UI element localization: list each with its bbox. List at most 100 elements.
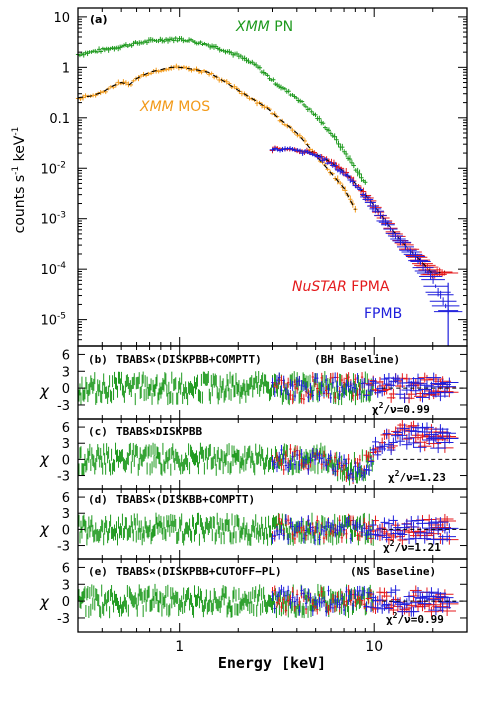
y-tick-label: 1 xyxy=(62,61,70,76)
residuals-fpmb-d xyxy=(271,514,459,546)
legend-fpma-rest: FPMA xyxy=(347,279,390,295)
resid-y-tick-label: 6 xyxy=(62,561,70,576)
series-pn xyxy=(75,36,368,185)
panel-c-labels: (c) TBABS×DISKPBB χ2/ν=1.23 χ xyxy=(39,425,446,484)
legend-pn-rest: PN xyxy=(270,19,293,35)
y-tick-exp: -2 xyxy=(57,160,66,170)
panel-c-stat-prefix: χ xyxy=(388,471,395,484)
y-tick-base: 10 xyxy=(40,263,57,278)
panel-e-stat-prefix: χ xyxy=(386,613,393,626)
panel-c-model: TBABS×DISKPBB xyxy=(116,425,202,438)
legend-fpma: NuSTAR FPMA xyxy=(292,279,390,295)
panel-e: 6 3 0 -3 xyxy=(57,561,467,627)
resid-y-tick-label: 6 xyxy=(62,491,70,506)
x-axis-label: Energy [keV] xyxy=(218,654,326,672)
panel-d-labels: (d) TBABS×(DISKBB+COMPTT) χ2/ν=1.21 χ xyxy=(39,493,441,554)
panel-d-tag: (d) xyxy=(88,493,108,506)
resid-y-tick-label: 6 xyxy=(62,421,70,436)
x-tick-label: 1 xyxy=(175,639,184,655)
panel-b-stat-prefix: χ xyxy=(372,403,379,416)
panel-b-stat-suffix: /ν=0.99 xyxy=(383,403,429,416)
panel-b: 6 3 0 -3 xyxy=(57,348,467,414)
panel-e-tag: (e) xyxy=(88,565,108,578)
y-tick-label: 10-4 xyxy=(40,261,66,278)
panel-d-stat-sup: 2 xyxy=(390,539,395,548)
y-tick-base: 10 xyxy=(40,162,57,177)
series-mos xyxy=(75,63,358,213)
model-line-mos xyxy=(77,66,356,211)
panel-e-stat: χ2/ν=0.99 xyxy=(386,611,444,626)
panel-c-ylabel: χ xyxy=(39,450,50,468)
panel-e-ylabel: χ xyxy=(39,593,50,611)
y-tick-label: 10-3 xyxy=(40,211,66,228)
panel-b-model: TBABS×(DISKPBB+COMPTT) xyxy=(116,353,262,366)
panel-d-model: TBABS×(DISKBB+COMPTT) xyxy=(116,493,255,506)
resid-y-tick-label: 3 xyxy=(62,365,70,380)
resid-y-tick-label: 0 xyxy=(62,382,70,397)
resid-y-tick-label: 0 xyxy=(62,523,70,538)
legend-fpmb: FPMB xyxy=(364,306,402,322)
panel-c-stat: χ2/ν=1.23 xyxy=(388,469,446,484)
panel-b-tag: (b) xyxy=(88,353,108,366)
y-label-mid: keV xyxy=(12,135,28,166)
panel-b-ylabel: χ xyxy=(39,382,50,400)
residuals-fpmb-c xyxy=(271,422,459,483)
y-tick-base: 10 xyxy=(40,314,57,329)
panel-d-stat: χ2/ν=1.21 xyxy=(383,539,441,554)
y-tick-label: 10-2 xyxy=(40,160,66,177)
panel-c-stat-suffix: /ν=1.23 xyxy=(399,471,445,484)
panel-e-baseline: (NS Baseline) xyxy=(350,565,436,578)
y-label-exp1: -1 xyxy=(11,166,21,175)
resid-y-tick-label: 3 xyxy=(62,578,70,593)
legend-mos-italic: XMM xyxy=(139,99,174,115)
residuals-xmm-d xyxy=(77,512,374,546)
y-tick-base: 10 xyxy=(40,213,57,228)
y-tick-exp: -5 xyxy=(57,312,66,322)
resid-y-tick-label: -3 xyxy=(57,612,70,627)
y-tick-exp: -3 xyxy=(57,211,66,221)
panel-d-stat-suffix: /ν=1.21 xyxy=(394,541,441,554)
y-label-main: counts s xyxy=(12,175,28,234)
panel-b-stat-sup: 2 xyxy=(379,401,384,410)
panels-layer: 1010.110-210-310-410-5630-3630-3630-3630… xyxy=(40,7,468,655)
legend-pn-italic: XMM xyxy=(235,19,270,35)
resid-y-tick-label: -3 xyxy=(57,399,70,414)
panel-c-tag: (c) xyxy=(88,425,108,438)
panel-e-stat-sup: 2 xyxy=(393,611,398,620)
legend-mos: XMM MOS xyxy=(139,99,210,115)
resid-y-tick-label: 3 xyxy=(62,437,70,452)
residuals-fpmb-b xyxy=(271,372,459,404)
panel-d-ylabel: χ xyxy=(39,520,50,538)
resid-y-tick-label: 0 xyxy=(62,453,70,468)
panel-c-stat-sup: 2 xyxy=(395,469,400,478)
y-axis-label-counts: counts s-1 keV-1 xyxy=(11,127,28,234)
resid-y-tick-label: -3 xyxy=(57,540,70,555)
legend-fpma-italic: NuSTAR xyxy=(292,279,347,295)
y-tick-label: 10 xyxy=(53,11,70,26)
x-tick-label: 10 xyxy=(365,639,383,655)
panel-c: 630 -3 xyxy=(57,420,467,486)
series-fpmb xyxy=(269,146,463,315)
panel-b-baseline: (BH Baseline) xyxy=(314,353,400,366)
legend-pn: XMM PN xyxy=(235,19,293,35)
legend-mos-rest: MOS xyxy=(174,99,211,115)
y-tick-label: 10-5 xyxy=(40,312,66,329)
panel-d: 630 -3 xyxy=(57,491,467,555)
resid-y-tick-label: -3 xyxy=(57,470,70,485)
series-fpma xyxy=(269,145,459,279)
panel-b-stat: χ2/ν=0.99 xyxy=(372,401,430,416)
y-tick-exp: -4 xyxy=(57,261,66,271)
panel-e-stat-suffix: /ν=0.99 xyxy=(397,613,443,626)
panel-d-stat-prefix: χ xyxy=(383,541,390,554)
y-label-exp2: -1 xyxy=(11,127,21,136)
panel-e-model: TBABS×(DISKPBB+CUTOFF−PL) xyxy=(116,565,282,578)
panel-e-labels: (e) TBABS×(DISKPBB+CUTOFF−PL) (NS Baseli… xyxy=(39,565,444,626)
panel-a-tag: (a) xyxy=(90,13,107,26)
panel-b-labels: (b) TBABS×(DISKPBB+COMPTT) (BH Baseline)… xyxy=(39,353,430,416)
resid-y-tick-label: 0 xyxy=(62,595,70,610)
y-tick-label: 0.1 xyxy=(49,112,70,127)
resid-y-tick-label: 6 xyxy=(62,348,70,363)
resid-y-tick-label: 3 xyxy=(62,507,70,522)
